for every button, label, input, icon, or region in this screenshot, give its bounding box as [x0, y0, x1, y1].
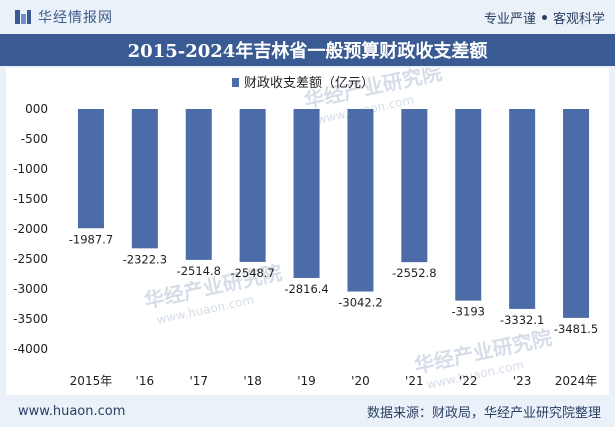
- x-tick-label: 2024年: [555, 374, 598, 388]
- data-label: -2816.4: [284, 282, 328, 296]
- x-tick-label: '23: [513, 374, 532, 388]
- bar: [293, 109, 320, 278]
- x-tick-label: '16: [136, 374, 155, 388]
- bar: [77, 109, 104, 229]
- bars: [77, 109, 590, 318]
- bar: [239, 109, 266, 262]
- x-tick-label: 2015年: [70, 374, 113, 388]
- data-label: -2548.7: [230, 266, 274, 280]
- data-label: -2514.8: [177, 264, 221, 278]
- y-tick-label: -2500: [13, 252, 48, 266]
- y-tick-label: -3000: [13, 282, 48, 296]
- y-tick-label: 000: [25, 102, 48, 116]
- x-tick-label: '20: [351, 374, 370, 388]
- bullet-dot-icon: [541, 14, 547, 20]
- bar: [131, 109, 158, 249]
- bar: [347, 109, 374, 292]
- bar: [185, 109, 212, 260]
- y-tick-label: -3500: [13, 312, 48, 326]
- data-label: -2552.8: [392, 266, 436, 280]
- y-tick-label: -2000: [13, 222, 48, 236]
- tagline-right: 客观科学: [552, 11, 605, 27]
- bar-chart: 华经产业研究院www.huaon.com华经产业研究院www.huaon.com…: [13, 60, 598, 392]
- data-label: -3481.5: [554, 322, 598, 336]
- website-url: www.huaon.com: [18, 404, 126, 419]
- y-tick-label: -500: [21, 132, 48, 146]
- bar: [455, 109, 482, 301]
- y-axis: 000 -500 -1000 -1500 -2000 -2500 -3000 -3500 -40…: [13, 102, 48, 356]
- x-axis: 2015年 '16 '17 '18 '19 '20 '21 '22 '23 2024年: [70, 374, 598, 388]
- data-labels: -1987.7 -2322.3 -2514.8 -2548.7 -2816.4 -3042…: [69, 232, 598, 336]
- huajing-logo-icon: [15, 10, 31, 24]
- chart-title: 2015-2024年吉林省一般预算财政收支差额: [0, 34, 615, 66]
- tagline: 专业严谨 客观科学: [484, 8, 605, 27]
- data-label: -3332.1: [500, 313, 544, 327]
- x-tick-label: '17: [189, 374, 208, 388]
- legend: 财政收支差额（亿元）: [232, 76, 374, 91]
- y-tick-label: -1500: [13, 192, 48, 206]
- tagline-left: 专业严谨: [483, 11, 536, 27]
- y-tick-label: -1000: [13, 162, 48, 176]
- plot-area: 华经产业研究院www.huaon.com华经产业研究院www.huaon.com…: [6, 60, 609, 395]
- legend-label: 财政收支差额（亿元）: [244, 76, 374, 91]
- legend-swatch: [232, 78, 239, 87]
- x-tick-label: '21: [405, 374, 424, 388]
- top-bar: 华经情报网 专业严谨 客观科学: [0, 0, 615, 34]
- data-label: -1987.7: [69, 232, 113, 246]
- footer: www.huaon.com 数据来源：财政局，华经产业研究院整理: [0, 396, 615, 427]
- bar: [401, 109, 428, 263]
- bar: [563, 109, 590, 318]
- bar: [509, 109, 536, 309]
- x-tick-label: '19: [297, 374, 316, 388]
- data-label: -3042.2: [338, 296, 382, 310]
- data-label: -3193: [452, 305, 485, 319]
- x-tick-label: '22: [459, 374, 478, 388]
- brand: 华经情报网: [14, 7, 113, 27]
- data-source: 数据来源：财政局，华经产业研究院整理: [366, 406, 601, 421]
- brand-name: 华经情报网: [38, 10, 113, 26]
- data-label: -2322.3: [123, 252, 167, 266]
- x-tick-label: '18: [243, 374, 262, 388]
- watermark-group: 华经产业研究院www.huaon.com华经产业研究院www.huaon.com…: [142, 60, 554, 392]
- y-tick-label: -4000: [13, 342, 48, 356]
